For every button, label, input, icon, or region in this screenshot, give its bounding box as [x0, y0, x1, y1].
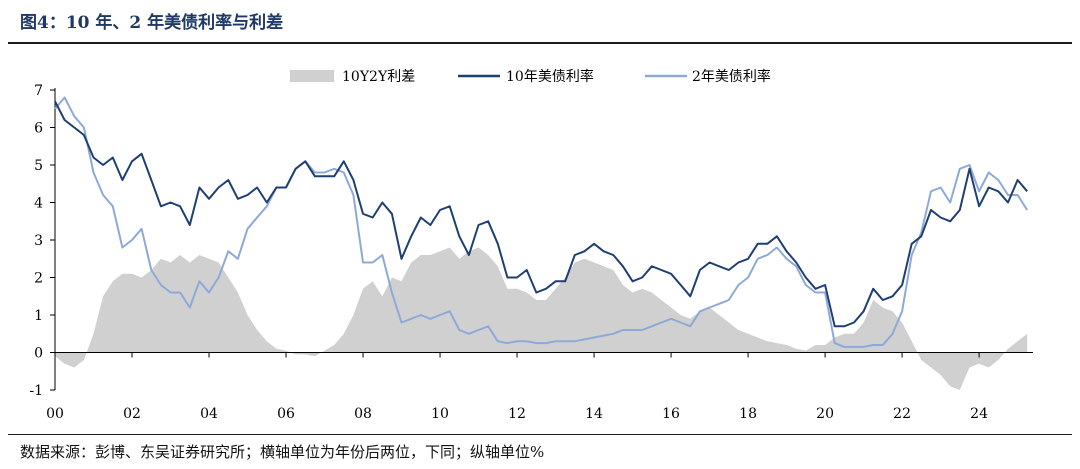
x-tick-label: 08	[354, 406, 372, 422]
x-tick-label: 20	[816, 406, 834, 422]
y-tick-label: 5	[34, 158, 43, 174]
figure-title: 图4：10 年、2 年美债利率与利差	[20, 13, 284, 33]
x-tick-label: 06	[277, 406, 295, 422]
x-tick-label: 00	[46, 406, 64, 422]
y-tick-label: 2	[34, 271, 43, 287]
x-tick-label: 24	[970, 406, 988, 422]
y-tick-label: 7	[34, 83, 43, 99]
y-tick-label: 4	[34, 196, 43, 212]
x-tick-label: 02	[123, 406, 141, 422]
title-rule	[8, 42, 1072, 44]
line-2y-yield	[54, 96, 1029, 348]
spread-area-layer	[55, 247, 1028, 390]
line-10y-yield	[54, 100, 1028, 328]
spread-area	[55, 247, 1028, 390]
y-tick-label: 1	[34, 308, 43, 324]
y-tick-label: 6	[34, 121, 43, 137]
x-tick-label: 16	[662, 406, 680, 422]
legend-label-10y: 10年美债利率	[506, 68, 594, 85]
legend-label-spread: 10Y2Y利差	[342, 69, 415, 85]
y-tick-label: -1	[29, 383, 43, 399]
chart-legend: 10Y2Y利差 10年美债利率 2年美债利率	[290, 68, 771, 85]
x-tick-label: 04	[200, 406, 218, 422]
x-tick-label: 22	[893, 406, 911, 422]
x-tick-label: 14	[585, 406, 603, 422]
y-tick-label: 3	[34, 233, 43, 249]
x-tick-label: 12	[508, 406, 526, 422]
legend-swatch-spread	[290, 70, 334, 82]
source-rule	[8, 434, 1072, 435]
y-tick-label: 0	[34, 346, 43, 362]
lines-layer	[54, 96, 1029, 348]
legend-label-2y: 2年美债利率	[692, 68, 771, 85]
x-tick-label: 18	[739, 406, 757, 422]
source-note: 数据来源：彭博、东吴证券研究所；横轴单位为年份后两位，下同；纵轴单位%	[20, 443, 545, 461]
x-tick-label: 10	[431, 406, 449, 422]
